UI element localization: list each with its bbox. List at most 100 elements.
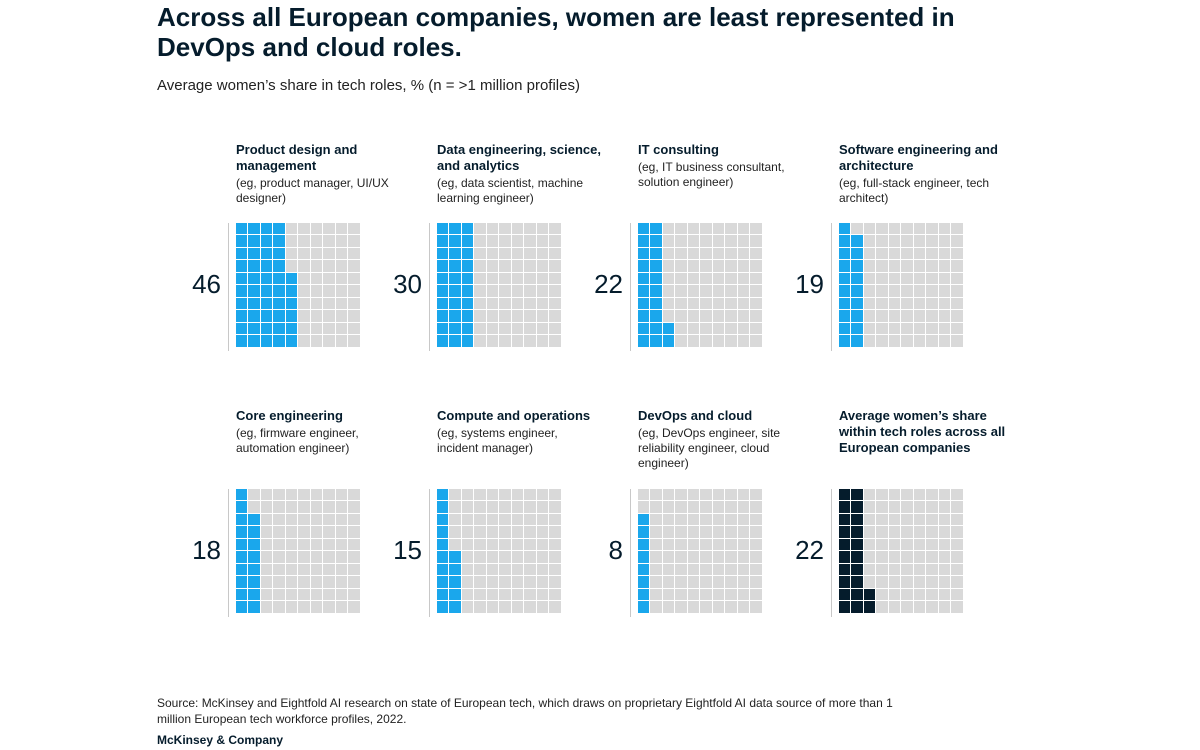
waffle-cell-empty <box>750 526 762 538</box>
waffle-cell-empty <box>474 501 486 513</box>
waffle-cell-empty <box>650 489 662 501</box>
waffle-cell-empty <box>323 489 335 501</box>
waffle-cell-filled <box>260 335 273 347</box>
waffle-cell-empty <box>662 513 675 526</box>
waffle-cell-empty <box>260 588 273 601</box>
waffle-cell-filled <box>851 310 863 322</box>
waffle-cell-empty <box>951 563 963 576</box>
waffle-cell-filled <box>839 563 851 576</box>
waffle-cell-filled <box>248 297 260 310</box>
waffle-cell-empty <box>486 322 499 335</box>
waffle-cell-empty <box>524 310 536 322</box>
waffle-cell-empty <box>901 489 913 501</box>
waffle-cell-empty <box>348 260 360 272</box>
waffle-cell-empty <box>901 235 913 247</box>
waffle-cell-empty <box>474 526 486 538</box>
waffle-cell-empty <box>700 526 712 538</box>
waffle-cell-empty <box>901 601 913 613</box>
waffle-panel: Compute and operations (eg, systems engin… <box>358 408 590 638</box>
waffle-cell-filled <box>437 297 449 310</box>
waffle-cell-filled <box>248 526 260 538</box>
waffle-cell-empty <box>737 285 750 297</box>
waffle-cell-filled <box>437 310 449 322</box>
waffle-cell-filled <box>437 272 449 285</box>
waffle-cell-empty <box>549 235 561 247</box>
waffle-cell-empty <box>549 501 561 513</box>
waffle-cell-filled <box>260 322 273 335</box>
waffle-cell-empty <box>737 513 750 526</box>
waffle-cell-empty <box>863 526 876 538</box>
waffle-cell-empty <box>938 297 951 310</box>
waffle-cell-empty <box>725 272 737 285</box>
waffle-cell-empty <box>876 576 888 588</box>
panel-description: (eg, full-stack engineer, tech architect… <box>839 176 990 205</box>
waffle-cell-empty <box>712 335 725 347</box>
waffle-cell-empty <box>951 513 963 526</box>
waffle-cell-filled <box>449 272 461 285</box>
waffle-cell-empty <box>348 335 360 347</box>
waffle-cell-filled <box>851 235 863 247</box>
waffle-cell-filled <box>236 538 248 551</box>
waffle-cell-filled <box>437 247 449 260</box>
waffle-cell-filled <box>650 247 662 260</box>
waffle-cell-filled <box>461 335 474 347</box>
waffle-cell-filled <box>236 551 248 563</box>
waffle-grid <box>437 223 562 348</box>
waffle-cell-filled <box>461 223 474 235</box>
waffle-cell-empty <box>750 297 762 310</box>
waffle-cell-empty <box>511 322 524 335</box>
waffle-cell-filled <box>851 272 863 285</box>
waffle-cell-empty <box>687 285 700 297</box>
waffle-cell-empty <box>524 247 536 260</box>
waffle-cell-filled <box>248 247 260 260</box>
waffle-cell-filled <box>650 223 662 235</box>
waffle-cell-filled <box>236 576 248 588</box>
waffle-cell-empty <box>348 272 360 285</box>
waffle-cell-filled <box>839 260 851 272</box>
waffle-cell-empty <box>700 297 712 310</box>
waffle-cell-empty <box>248 489 260 501</box>
waffle-cell-filled <box>638 322 650 335</box>
waffle-cell-filled <box>273 322 285 335</box>
waffle-cell-empty <box>549 297 561 310</box>
waffle-cell-empty <box>335 272 348 285</box>
waffle-cell-empty <box>310 526 323 538</box>
waffle-cell-empty <box>549 322 561 335</box>
waffle-grid <box>638 489 763 614</box>
waffle-cell-empty <box>675 513 687 526</box>
waffle-panel: Product design and management (eg, produc… <box>157 142 389 372</box>
waffle-cell-empty <box>650 551 662 563</box>
waffle-cell-empty <box>273 513 285 526</box>
waffle-cell-empty <box>675 551 687 563</box>
waffle-cell-empty <box>712 322 725 335</box>
waffle-cell-filled <box>650 285 662 297</box>
waffle-cell-empty <box>348 576 360 588</box>
waffle-cell-empty <box>662 563 675 576</box>
waffle-cell-empty <box>335 310 348 322</box>
waffle-cell-empty <box>725 335 737 347</box>
panel-divider <box>630 489 631 617</box>
waffle-cell-empty <box>549 223 561 235</box>
waffle-cell-empty <box>750 223 762 235</box>
waffle-cell-empty <box>285 260 298 272</box>
panel-title: Core engineering <box>236 408 343 423</box>
waffle-cell-empty <box>285 563 298 576</box>
waffle-cell-empty <box>926 513 938 526</box>
waffle-cell-filled <box>437 260 449 272</box>
waffle-cell-empty <box>876 588 888 601</box>
waffle-cell-empty <box>737 588 750 601</box>
waffle-cell-empty <box>298 551 310 563</box>
waffle-cell-empty <box>474 601 486 613</box>
waffle-cell-empty <box>298 310 310 322</box>
waffle-cell-empty <box>725 538 737 551</box>
waffle-cell-filled <box>285 310 298 322</box>
waffle-cell-filled <box>851 538 863 551</box>
waffle-cell-empty <box>499 297 511 310</box>
waffle-cell-empty <box>536 551 549 563</box>
panel-divider <box>831 223 832 351</box>
waffle-cell-empty <box>348 285 360 297</box>
waffle-cell-filled <box>437 489 449 501</box>
waffle-panel: Average women’s share within tech roles … <box>760 408 1005 638</box>
waffle-cell-empty <box>876 601 888 613</box>
waffle-cell-empty <box>323 601 335 613</box>
